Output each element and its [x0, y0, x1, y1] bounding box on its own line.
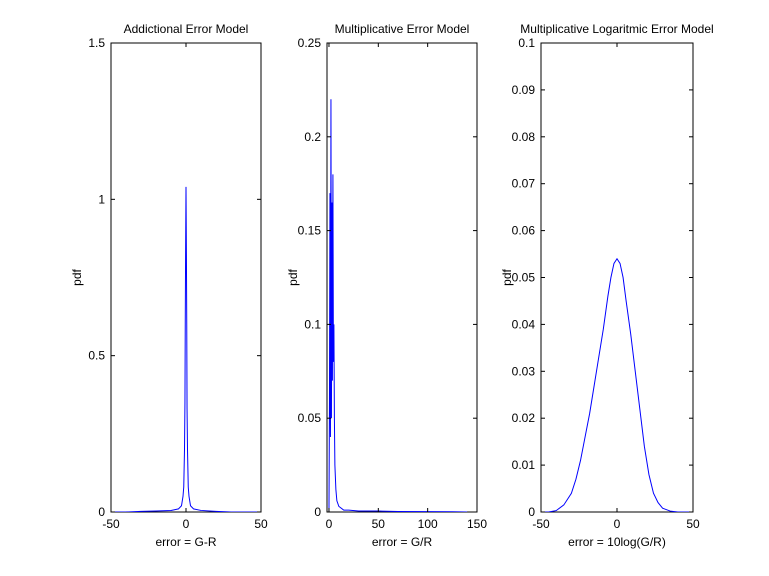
x-tick-label: 50 — [254, 517, 268, 531]
y-tick-label: 0.07 — [512, 177, 536, 191]
x-tick-label: -50 — [102, 517, 120, 531]
y-tick-label: 0 — [98, 505, 105, 519]
x-tick-label: 0 — [614, 517, 621, 531]
y-tick-label: 0.01 — [512, 458, 536, 472]
y-tick-label: 0 — [314, 505, 321, 519]
y-axis-label: pdf — [286, 268, 300, 285]
y-tick-label: 0.1 — [518, 36, 535, 50]
y-tick-label: 0.25 — [298, 36, 322, 50]
x-tick-label: 100 — [418, 517, 438, 531]
y-tick-label: 1 — [98, 192, 105, 206]
x-tick-label: 0 — [326, 517, 333, 531]
y-tick-label: 0.05 — [512, 271, 536, 285]
y-tick-label: 0.1 — [304, 317, 321, 331]
x-axis-label: error = G/R — [372, 535, 433, 549]
y-tick-label: 0.06 — [512, 224, 536, 238]
chart-title: Multiplicative Logaritmic Error Model — [520, 22, 713, 36]
axes-box — [326, 42, 478, 513]
y-tick-label: 0.08 — [512, 130, 536, 144]
series-line — [541, 257, 693, 512]
y-tick-label: 0 — [528, 505, 535, 519]
chart-title: Multiplicative Error Model — [335, 22, 470, 36]
subplot-3: -50 0 5000.010.020.030.040.050.060.070.080… — [500, 22, 714, 549]
chart-title: Addictional Error Model — [124, 22, 249, 36]
x-tick-label: 150 — [467, 517, 487, 531]
series-line — [328, 99, 468, 512]
series-line — [111, 186, 261, 512]
y-axis-label: pdf — [500, 268, 514, 285]
y-axis-label: pdf — [70, 268, 84, 285]
y-tick-label: 0.2 — [304, 130, 321, 144]
y-tick-label: 0.03 — [512, 364, 536, 378]
x-tick-label: 0 — [183, 517, 190, 531]
y-tick-label: 0.02 — [512, 411, 536, 425]
y-tick-label: 0.09 — [512, 83, 536, 97]
x-axis-label: error = G-R — [155, 535, 216, 549]
y-tick-label: 0.04 — [512, 317, 536, 331]
y-tick-label: 0.05 — [298, 411, 322, 425]
y-tick-label: 1.5 — [88, 36, 105, 50]
subplot-2: 0 50 100 150 0 0.05 0.1 0.15 0.2 0.25 Multiplicati… — [286, 22, 487, 549]
y-tick-label: 0.5 — [88, 349, 105, 363]
y-tick-label: 0.15 — [298, 224, 322, 238]
x-axis-label: error = 10log(G/R) — [568, 535, 666, 549]
x-tick-label: 50 — [686, 517, 700, 531]
x-tick-label: -50 — [532, 517, 550, 531]
x-tick-label: 50 — [372, 517, 386, 531]
